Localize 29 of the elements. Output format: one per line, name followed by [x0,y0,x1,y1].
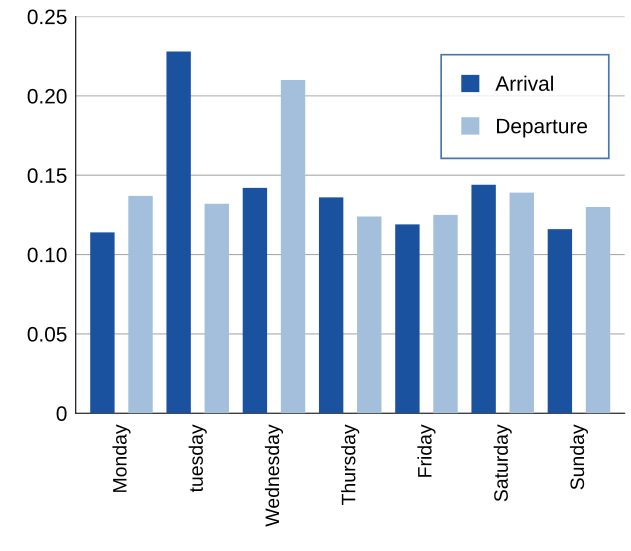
bar [586,206,610,414]
bar [471,184,496,414]
bar [128,196,153,414]
y-tick-label: 0.25 [28,10,67,24]
bar [548,229,572,414]
y-tick-label: 0.20 [28,88,67,104]
bar [395,224,420,414]
x-tick-label: Thursday [341,424,360,505]
bar [166,51,191,414]
legend-label: Arrival [495,76,553,91]
y-tick-label: 0.15 [28,168,67,183]
x-tick-label: Wednesday [264,424,284,527]
x-tick-label: Sunday [570,424,588,490]
x-tick-label: Monday [112,424,131,492]
bar [357,216,382,414]
x-tick-label: tuesday [188,424,207,492]
bar [90,232,115,414]
bar [433,214,458,414]
bar [280,80,306,414]
legend-label: Departure [497,118,588,138]
x-tick-label: Saturday [494,424,512,502]
bar [242,188,268,414]
y-tick-label: 0 [56,406,67,422]
y-tick-label: 0.10 [28,248,67,262]
bar [204,204,229,414]
bar [318,197,344,414]
bar [510,192,534,414]
x-tick-label: Friday [417,424,436,477]
y-tick-label: 0.05 [28,326,67,342]
